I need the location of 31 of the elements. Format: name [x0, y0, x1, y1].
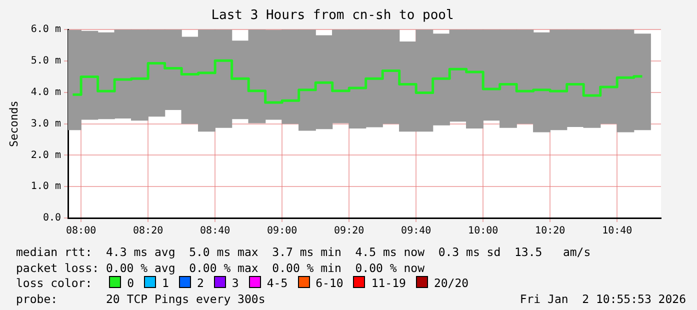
y-tick-label: 1.0 m — [30, 181, 61, 192]
y-tick-label: 2.0 m — [30, 150, 61, 161]
y-axis-title: Seconds — [7, 100, 20, 147]
y-tick-label: 4.0 m — [30, 86, 61, 98]
x-tick-label: 08:40 — [200, 226, 230, 237]
text: Fri Jan 2 10:55:53 2026 — [520, 292, 686, 307]
text: probe: 20 TCP Pings every 300s — [16, 292, 266, 306]
x-tick-label: 08:20 — [133, 226, 164, 237]
x-tick-label: 09:20 — [334, 226, 364, 237]
text: 11-19 — [371, 276, 406, 290]
text: 6-10 — [316, 276, 344, 290]
text: loss color: — [16, 276, 94, 290]
text: packet loss: 0.00 % avg 0.00 % max 0.00 % min 0.00 % now — [16, 260, 424, 274]
x-tick-label: 08:00 — [66, 226, 96, 237]
y-tick-label: 5.0 m — [30, 56, 61, 67]
text: 0 — [127, 276, 134, 290]
x-tick-label: 09:40 — [401, 226, 432, 237]
x-tick-label: 10:40 — [602, 226, 632, 237]
y-tick-label: 3.0 m — [30, 118, 61, 130]
y-tick-label: 0.0 — [42, 212, 61, 224]
x-tick-label: 10:20 — [535, 226, 566, 237]
x-tick-label: 10:00 — [468, 226, 498, 237]
text: 3 — [232, 276, 239, 290]
chart-title: Last 3 Hours from cn-sh to pool — [211, 8, 454, 24]
text: 2 — [196, 276, 204, 290]
text: 20/20 — [434, 276, 469, 290]
y-tick-label: 6.0 m — [30, 24, 61, 36]
text: median rtt: 4.3 ms avg 5.0 ms max 3.7 ms min 4.5 ms now 0.3 ms sd 13.5 am/s — [16, 245, 591, 259]
text: 1 — [162, 276, 169, 290]
text: 4-5 — [266, 276, 288, 290]
x-tick-label: 09:00 — [267, 226, 298, 237]
